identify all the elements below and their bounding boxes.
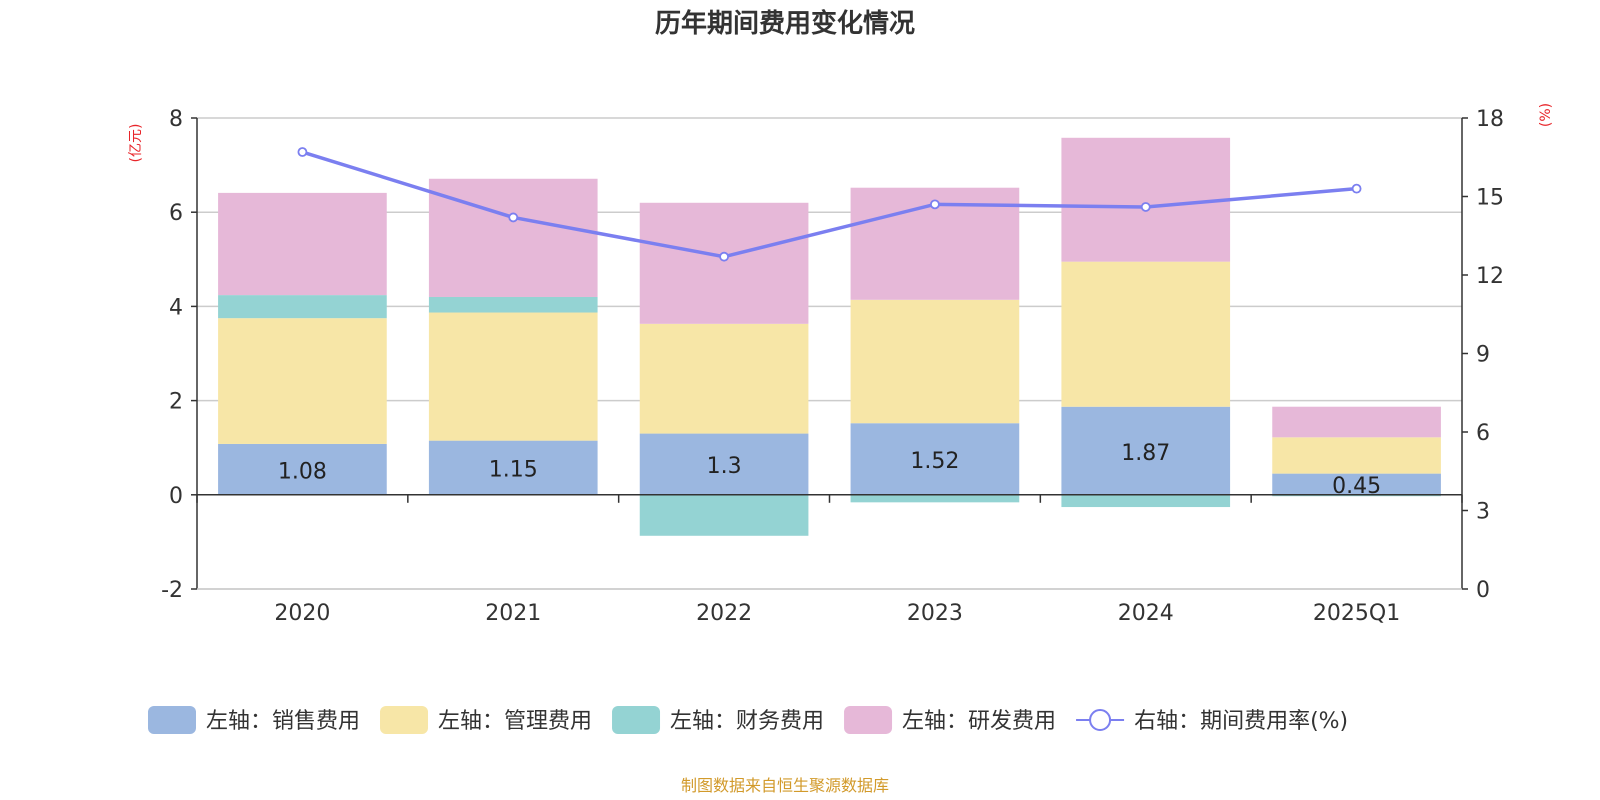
- sales-data-label: 0.45: [1332, 474, 1381, 499]
- bar-admin: [428, 312, 598, 441]
- bar-admin: [1061, 261, 1231, 407]
- sales-data-label: 1.15: [489, 458, 538, 483]
- bar-rd: [639, 202, 809, 324]
- left-axis-tick-label: -2: [161, 578, 183, 603]
- bar-admin: [850, 299, 1020, 424]
- rate-point: [1140, 202, 1151, 212]
- right-axis-tick-label: 0: [1476, 578, 1490, 603]
- sales-data-label: 1.08: [278, 459, 327, 484]
- left-axis-tick-label: 0: [169, 484, 183, 509]
- rate-line: [301, 150, 1357, 259]
- rate-point: [719, 251, 729, 262]
- chart-title: 历年期间费用变化情况: [655, 8, 915, 39]
- bar-finance: [218, 295, 387, 319]
- bar-sales: [428, 440, 598, 495]
- sales-data-label: 1.87: [1121, 441, 1170, 466]
- category-label: 2025Q1: [1313, 601, 1400, 626]
- left-axis-tick-label: 6: [169, 201, 183, 226]
- bar-admin: [1272, 437, 1441, 474]
- legend-label-admin: 左轴：管理费用: [438, 709, 592, 734]
- sales-data-label: 1.3: [707, 454, 742, 479]
- right-axis-tick-label: 12: [1476, 264, 1504, 289]
- line-layer: [297, 147, 1362, 262]
- left-axis-tick-label: 2: [169, 390, 183, 415]
- left-axis-tick-label: 8: [169, 107, 183, 132]
- right-axis-tick-label: 9: [1476, 343, 1490, 368]
- bar-sales: [1272, 473, 1441, 495]
- category-label: 2022: [696, 601, 752, 626]
- legend-label-finance: 左轴：财务费用: [670, 709, 824, 734]
- bar-sales: [639, 433, 809, 495]
- right-axis-tick-label: 3: [1476, 500, 1490, 525]
- legend-swatch-rd: [844, 706, 893, 734]
- bar-finance: [850, 494, 1020, 503]
- legend: 左轴：销售费用 左轴：管理费用 左轴：财务费用 左轴：研发费用 右轴：期间费用率(%): [148, 706, 1348, 734]
- legend-label-rd: 左轴：研发费用: [902, 709, 1056, 734]
- bar-finance: [428, 296, 598, 313]
- bar-rd: [1272, 406, 1441, 438]
- bar-rd: [218, 192, 387, 296]
- right-axis-unit: (%): [1538, 103, 1554, 127]
- legend-label-sales: 左轴：销售费用: [206, 709, 360, 734]
- axes-layer: -2 0 2 4 6 8 0 3 6 9 12 15 18 2020 2021 2022 2023 2024 202…: [161, 107, 1504, 626]
- bar-rd: [428, 178, 598, 297]
- legend-swatch-admin: [380, 706, 429, 734]
- rate-point: [297, 147, 308, 157]
- legend-swatch-sales: [148, 706, 196, 734]
- rate-point: [930, 199, 940, 210]
- bar-admin: [218, 318, 387, 444]
- category-label: 2024: [1118, 601, 1174, 626]
- bar-sales: [850, 423, 1020, 495]
- left-axis-unit: (亿元): [128, 124, 144, 163]
- legend-label-rate: 右轴：期间费用率(%): [1134, 709, 1348, 734]
- category-label: 2021: [485, 601, 541, 626]
- sales-data-label: 1.52: [910, 449, 959, 474]
- bar-sales: [218, 443, 387, 495]
- bar-rd: [1061, 137, 1231, 262]
- legend-swatch-rate-marker: [1089, 709, 1112, 731]
- bar-finance: [639, 494, 809, 536]
- right-axis-tick-label: 6: [1476, 421, 1490, 446]
- rate-point: [508, 212, 519, 223]
- labels-layer: 1.08 1.15 1.3 1.52 1.87 0.45: [278, 441, 1381, 499]
- right-axis-tick-label: 18: [1476, 107, 1504, 132]
- left-axis-tick-label: 4: [169, 295, 183, 320]
- legend-swatch-finance: [612, 706, 661, 734]
- bar-admin: [639, 323, 809, 434]
- source-note: 制图数据来自恒生聚源数据库: [681, 776, 889, 795]
- bar-sales: [1061, 406, 1231, 495]
- category-label: 2023: [907, 601, 963, 626]
- right-axis-tick-label: 15: [1476, 186, 1504, 211]
- rate-point: [1351, 183, 1362, 194]
- category-label: 2020: [274, 601, 330, 626]
- bar-finance: [1061, 494, 1231, 508]
